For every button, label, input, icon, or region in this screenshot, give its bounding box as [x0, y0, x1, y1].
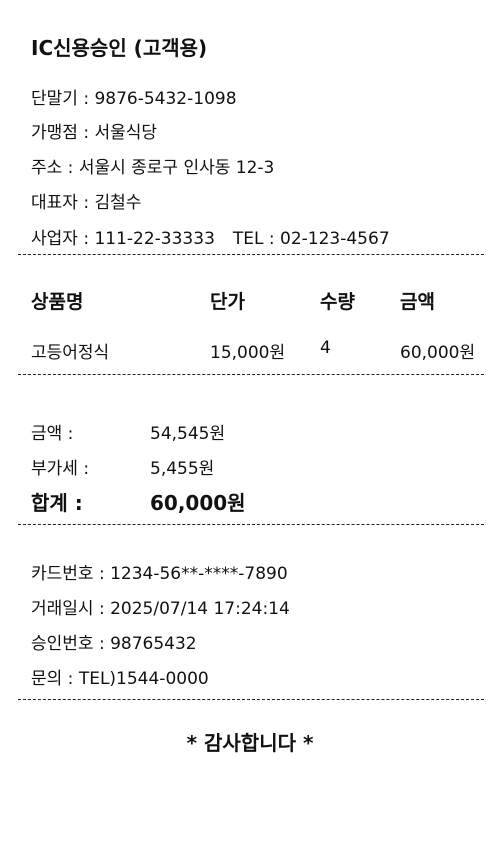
vat-label: 부가세 : [31, 459, 90, 479]
header-amount: 금액 [400, 291, 435, 313]
store-line: 가맹점 : 서울식당 [31, 123, 158, 143]
approval-number-line: 승인번호 : 98765432 [31, 634, 197, 654]
thank-you-message: * 감사합니다 * [186, 731, 314, 755]
divider [18, 374, 484, 375]
header-quantity: 수량 [320, 291, 355, 313]
row-item-name: 고등어정식 [31, 343, 110, 363]
amount-value: 54,545원 [150, 424, 226, 444]
total-value: 60,000원 [150, 491, 246, 515]
store-tel: TEL : 02-123-4567 [232, 229, 390, 249]
receipt-title: IC신용승인 (고객용) [31, 36, 208, 60]
divider [18, 699, 484, 700]
terminal-line: 단말기 : 9876-5432-1098 [31, 89, 237, 109]
header-item-name: 상품명 [31, 291, 84, 313]
inquiry-line: 문의 : TEL)1544-0000 [31, 669, 209, 689]
vat-value: 5,455원 [150, 459, 215, 479]
row-quantity: 4 [320, 338, 331, 358]
amount-label: 금액 : [31, 424, 74, 444]
address-line: 주소 : 서울시 종로구 인사동 12-3 [31, 158, 275, 178]
business-line: 사업자 : 111-22-33333 TEL : 02-123-4567 [31, 224, 390, 249]
owner-line: 대표자 : 김철수 [31, 193, 142, 213]
business-number: 사업자 : 111-22-33333 [31, 229, 215, 249]
divider [18, 254, 484, 255]
datetime-line: 거래일시 : 2025/07/14 17:24:14 [31, 599, 290, 619]
header-unit-price: 단가 [210, 291, 245, 313]
divider [18, 524, 484, 525]
row-amount: 60,000원 [400, 343, 476, 363]
total-label: 합계 : [31, 491, 83, 515]
row-unit-price: 15,000원 [210, 343, 286, 363]
card-number-line: 카드번호 : 1234-56**-****-7890 [31, 564, 288, 584]
